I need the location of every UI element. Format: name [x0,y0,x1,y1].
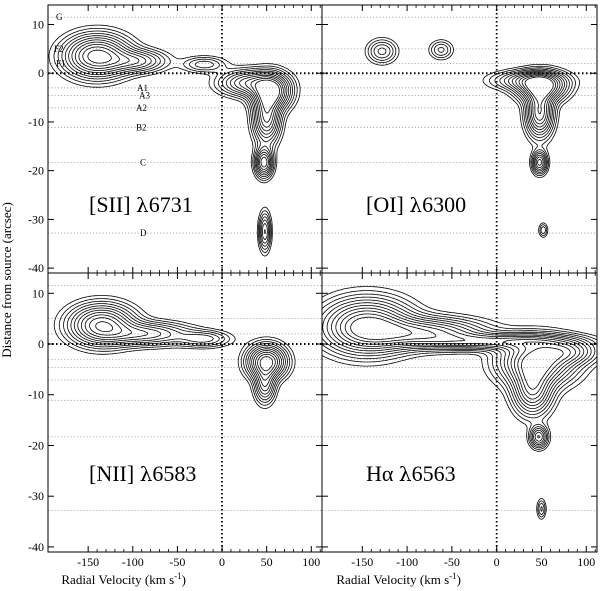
panel-2-contour-level-7 [511,72,563,169]
panel-2-contour-level-10 [521,75,556,121]
panel-1-contours [48,24,301,257]
x-tick-label: -50 [169,555,185,569]
panel-3-contour-level-3 [63,300,291,403]
panel-3-contour-level-6 [73,307,284,395]
panel-4-contour-level-4 [321,296,596,512]
panel-3-contour-level-10 [89,317,276,376]
x-axis-title-right: Radial Velocity (km s-1) [336,571,461,587]
panel-4-contour-level-2 [321,290,598,518]
panel-4-frame [321,272,598,553]
y-tick-label: 10 [32,286,44,300]
panel-3-label: [NII] λ6583 [89,461,196,486]
panel-4-contour-level-11 [350,316,564,390]
y-tick-label: -40 [28,261,44,275]
panel-4-contour-level-7 [331,305,585,442]
panel-1-label: [SII] λ6731 [89,192,193,217]
y-tick-label: -30 [28,212,44,226]
panel-1-contour-level-3 [57,30,296,250]
x-axis-title-left: Radial Velocity (km s-1) [61,571,186,587]
x-tick-label: -150 [351,555,373,569]
x-tick-label: -100 [396,555,418,569]
knot-label-a1: A1 [137,83,148,93]
panel-3-contour-level-5 [70,305,286,398]
axis-ticks [48,5,597,552]
panel-2-contour-level-9 [518,74,559,125]
panel-2-contours [364,37,580,238]
knot-label-f1: F1 [56,58,66,68]
panel-3-contour-level-7 [77,309,282,392]
x-tick-label: 0 [494,555,500,569]
panel-3-contour-level-1 [53,295,296,409]
knot-label-g: G [56,12,63,22]
panel-4-contour-level-5 [322,299,592,446]
knot-label-a3: A3 [139,91,150,101]
panel-4-contour-level-10 [344,313,571,396]
x-tick-label: -100 [122,555,144,569]
panel-2-label: [OI] λ6300 [366,192,466,217]
panel-4-contour-level-9 [339,310,576,400]
panel-4-contours [321,286,598,520]
panel-3-contour-level-2 [58,298,293,406]
y-tick-label: -10 [28,388,44,402]
panel-3-contour-level-9 [84,314,278,381]
knot-label-b2: B2 [136,122,147,132]
panel-4-contour-level-1 [321,286,598,520]
panel-2-contour-level-1 [364,37,580,238]
panel-2-contour-level-5 [377,47,568,172]
panel-3-contour-level-8 [80,312,280,388]
y-tick-label: 10 [32,17,44,31]
y-axis-title: Distance from source (arcsec) [0,202,14,358]
panel-3-contour-level-11 [95,321,274,372]
panel-frames [47,4,598,553]
y-tick-label: 0 [38,66,44,80]
y-tick-label: -40 [28,540,44,554]
panel-1-contour-level-4 [61,33,293,247]
x-tick-label: 100 [302,555,320,569]
y-tick-label: -20 [28,164,44,178]
y-tick-label: 0 [38,337,44,351]
panel-2-contour-level-3 [370,41,573,235]
panel-2-contour-level-6 [508,71,565,170]
panel-2-contour-level-11 [524,76,554,115]
panel-1-contour-level-8 [74,41,286,170]
panel-4-contour-level-6 [326,302,588,444]
panel-2-contour-level-4 [373,44,570,173]
y-tick-label: -30 [28,489,44,503]
panel-1-contour-level-9 [78,44,284,168]
panel-1-contour-level-11 [87,49,280,114]
x-tick-label: -150 [77,555,99,569]
panel-1-contour-level-2 [53,28,298,253]
panel-2-contour-level-8 [515,73,561,166]
contour-layer [48,24,598,520]
x-tick-label: 0 [219,555,225,569]
x-tick-label: 100 [577,555,595,569]
panel-1-contour-level-5 [64,35,291,244]
panel-4-label: Hα λ6563 [366,461,456,486]
y-tick-label: -20 [28,438,44,452]
knot-label-d: D [140,228,147,238]
x-tick-label: -50 [444,555,460,569]
x-tick-label: 50 [261,555,273,569]
y-tick-label: -10 [28,115,44,129]
knot-label-f2: F2 [54,44,64,54]
panel-1-contour-level-1 [48,24,301,257]
text-layer: Distance from source (arcsec) Radial Vel… [0,12,595,587]
panel-4-contour-level-8 [335,307,581,439]
panel-1-contour-level-10 [82,46,282,123]
panel-3-contour-level-4 [66,303,288,401]
panel-1-contour-level-7 [71,39,288,235]
knot-label-a2: A2 [136,103,147,113]
panel-3-contours [53,295,296,409]
knot-label-c: C [140,157,146,167]
panel-1-contour-level-6 [68,37,290,241]
panel-4-contour-level-3 [321,293,598,516]
panel-2-contour-level-2 [367,39,576,237]
x-tick-label: 50 [535,555,547,569]
